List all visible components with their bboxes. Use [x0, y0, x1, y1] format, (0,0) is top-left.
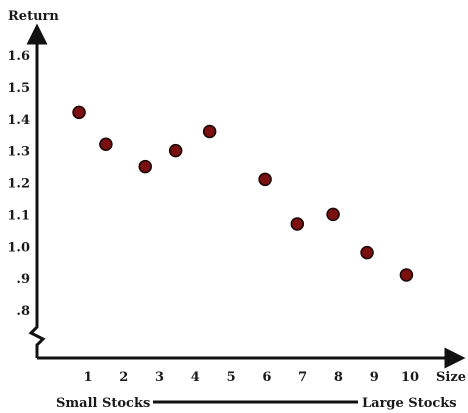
data-point	[326, 207, 340, 222]
y-tick-label: .9	[16, 272, 30, 287]
y-tick-label: 1.5	[7, 81, 30, 96]
x-tick-label: 6	[262, 370, 271, 385]
data-point	[360, 245, 374, 260]
y-tick-labels: .8 .9 1.0 1.1 1.2 1.3 1.4 1.5 1.6	[7, 49, 30, 319]
x-tick-label: 2	[119, 370, 128, 385]
y-tick-label: 1.0	[7, 240, 30, 255]
data-point	[138, 159, 152, 174]
x-tick-label: 4	[191, 370, 200, 385]
x-tick-label: 5	[227, 370, 236, 385]
data-point	[72, 105, 86, 120]
data-points	[72, 105, 414, 282]
data-point	[399, 268, 414, 282]
x-axis-title: Size	[436, 370, 466, 385]
data-point	[168, 143, 183, 158]
x-tick-label: 7	[298, 370, 307, 385]
x-tick-label: 1	[83, 370, 92, 385]
y-tick-label: 1.4	[7, 113, 30, 128]
y-tick-label: .8	[16, 304, 30, 319]
y-tick-label: 1.3	[7, 145, 30, 160]
data-point	[290, 217, 305, 231]
x-tick-label: 9	[370, 370, 379, 385]
small-stocks-label: Small Stocks	[56, 396, 150, 411]
x-tick-label: 3	[155, 370, 164, 385]
x-tick-label: 10	[401, 370, 419, 385]
data-point	[99, 137, 113, 151]
data-point	[202, 124, 217, 139]
data-point	[258, 172, 272, 187]
y-tick-label: 1.6	[7, 49, 30, 64]
y-axis-break	[28, 322, 46, 358]
x-tick-labels: 1 2 3 4 5 6 7 8 9 10	[83, 370, 419, 385]
x-tick-label: 8	[334, 370, 343, 385]
y-axis-title: Return	[8, 9, 59, 24]
y-tick-label: 1.1	[7, 208, 30, 223]
large-stocks-label: Large Stocks	[362, 396, 457, 411]
y-tick-label: 1.2	[7, 177, 30, 192]
